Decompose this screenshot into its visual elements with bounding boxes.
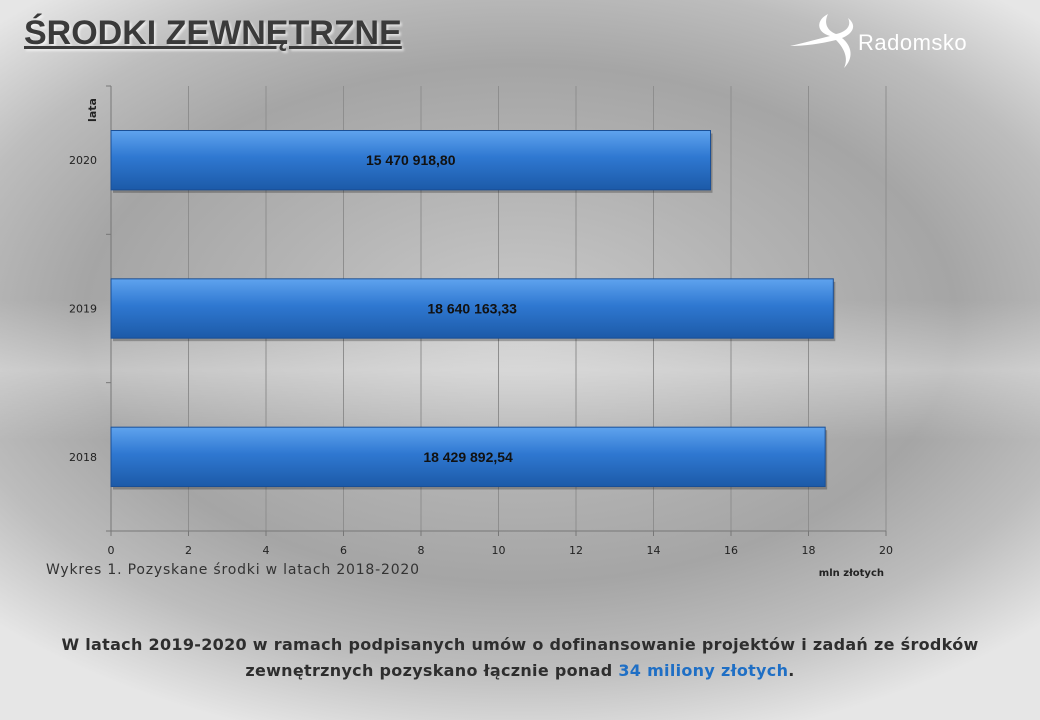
y-tick-label-2020: 2020 <box>69 154 97 167</box>
summary-highlight: 34 miliony złotych <box>618 661 789 680</box>
page-title: ŚRODKI ZEWNĘTRZNE <box>24 14 402 52</box>
x-axis-label: mln złotych <box>819 568 884 579</box>
data-label-2019: 18 640 163,33 <box>427 301 517 317</box>
x-tick-label: 8 <box>418 544 425 557</box>
x-tick-label: 10 <box>492 544 506 557</box>
radomsko-logo-icon <box>790 14 854 68</box>
x-tick-label: 2 <box>185 544 192 557</box>
bar-2018 <box>110 426 826 487</box>
data-label-2018: 18 429 892,54 <box>423 449 513 465</box>
x-tick-label: 18 <box>802 544 816 557</box>
data-label-2020: 15 470 918,80 <box>366 152 456 168</box>
x-tick-label: 20 <box>879 544 893 557</box>
logo-text: Radomsko <box>858 30 968 55</box>
bar-2019 <box>110 278 834 339</box>
x-tick-label: 6 <box>340 544 347 557</box>
x-tick-label: 12 <box>569 544 583 557</box>
chart-bars <box>110 130 836 490</box>
summary-line-2-prefix: zewnętrznych pozyskano łącznie ponad <box>245 661 619 680</box>
chart-caption: Wykres 1. Pozyskane środki w latach 2018… <box>46 562 420 578</box>
x-tick-label: 16 <box>724 544 738 557</box>
y-tick-label-2019: 2019 <box>69 303 97 316</box>
x-tick-label: 0 <box>108 544 115 557</box>
summary-text: W latach 2019-2020 w ramach podpisanych … <box>30 632 1010 684</box>
x-tick-label: 4 <box>263 544 270 557</box>
chart-labels: 0 2 4 6 8 10 12 14 16 18 20 15 470 918,80 2020 18 640… <box>69 152 893 557</box>
bar-2020 <box>110 130 711 191</box>
summary-line-2-suffix: . <box>788 661 795 680</box>
y-axis-label: lata <box>86 98 99 122</box>
y-tick-label-2018: 2018 <box>69 451 97 464</box>
x-tick-label: 14 <box>647 544 661 557</box>
summary-line-1: W latach 2019-2020 w ramach podpisanych … <box>61 635 979 654</box>
bar-chart: 0 2 4 6 8 10 12 14 16 18 20 15 470 918,80 2020 18 640… <box>69 85 893 579</box>
